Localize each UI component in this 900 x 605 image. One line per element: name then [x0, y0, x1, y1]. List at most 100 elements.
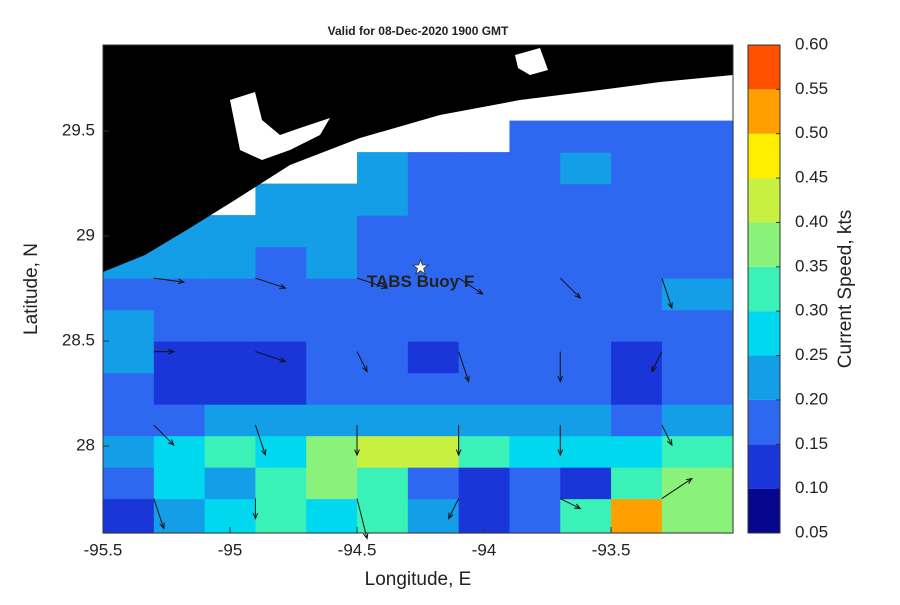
contour-cell — [611, 498, 663, 534]
contour-cell — [357, 183, 409, 216]
contour-cell — [357, 152, 409, 185]
colorbar-bin — [748, 311, 780, 356]
contour-cell — [153, 246, 206, 279]
contour-cell — [103, 341, 155, 374]
contour-cell — [611, 120, 663, 153]
contour-cell — [509, 183, 561, 216]
x-tick-label: -94.5 — [338, 540, 377, 559]
contour-cell — [509, 341, 561, 374]
contour-cell — [306, 309, 358, 342]
contour-cell — [204, 341, 257, 374]
bay — [230, 92, 330, 160]
contour-cell — [458, 246, 511, 279]
colorbar-bin — [748, 488, 780, 533]
contour-cell — [306, 183, 358, 216]
contour-cell — [458, 183, 511, 216]
contour-cell — [255, 467, 307, 500]
contour-cell — [153, 372, 206, 405]
contour-cell — [661, 152, 734, 185]
contour-cell — [255, 372, 307, 405]
contour-cell — [560, 152, 612, 185]
contour-cell — [458, 435, 511, 468]
contour-cell — [560, 372, 612, 405]
contour-cell — [103, 309, 155, 342]
contour-cell — [255, 404, 307, 437]
contour-cell — [357, 435, 409, 468]
contour-cell — [509, 120, 561, 153]
colorbar-tick-label: 0.50 — [795, 123, 828, 142]
y-tick-label: 28 — [76, 436, 95, 455]
contour-cell — [407, 183, 460, 216]
contour-cell — [560, 467, 612, 500]
contour-cell — [509, 498, 561, 534]
contour-cell — [611, 246, 663, 279]
plot-frame — [102, 44, 734, 534]
contour-cell — [306, 372, 358, 405]
contour-cell — [103, 372, 155, 405]
colorbar-bin — [748, 45, 780, 90]
contour-cell — [611, 278, 663, 311]
contour-cell — [611, 341, 663, 374]
buoy-label: TABS Buoy F — [367, 272, 474, 291]
contour-cell — [153, 467, 206, 500]
contour-cell — [509, 467, 561, 500]
contour-cell — [255, 498, 307, 534]
contour-cell — [611, 309, 663, 342]
colorbar-tick-label: 0.15 — [795, 434, 828, 453]
contour-cell — [560, 341, 612, 374]
current-vector — [153, 424, 175, 446]
contour-cell — [661, 467, 734, 500]
contour-cell — [560, 215, 612, 248]
colorbar-tick-label: 0.35 — [795, 256, 828, 275]
x-tick-label: -95.5 — [84, 540, 123, 559]
contour-cell — [407, 372, 460, 405]
contour-cell — [407, 309, 460, 342]
current-vector — [255, 277, 287, 290]
current-vector — [557, 425, 564, 457]
current-vector — [356, 277, 389, 290]
colorbar-bin — [748, 355, 780, 400]
current-vector — [651, 351, 663, 373]
current-vector — [356, 351, 368, 373]
current-vector — [458, 351, 470, 383]
contour-cell — [103, 404, 155, 437]
contour-cell — [306, 246, 358, 279]
contour-cell — [103, 278, 155, 311]
contour-cell — [661, 341, 734, 374]
current-vector — [254, 424, 267, 457]
contour-cell — [661, 404, 734, 437]
colorbar-bin — [748, 133, 780, 179]
colorbar-bin — [748, 399, 780, 445]
contour-cell — [204, 278, 257, 311]
current-vector — [458, 277, 484, 295]
contour-cell — [204, 215, 257, 248]
current-vector — [153, 498, 165, 530]
colorbar-label: Current Speed, kts — [835, 210, 856, 368]
contour-cell — [560, 435, 612, 468]
current-vector — [255, 351, 287, 363]
current-vector — [153, 277, 186, 285]
colorbar-bin — [748, 222, 780, 267]
current-vector — [455, 425, 462, 457]
contour-cell — [357, 498, 409, 534]
contour-cell — [407, 467, 460, 500]
contour-cell — [661, 435, 734, 468]
current-vector — [557, 351, 564, 383]
contour-cell — [357, 215, 409, 248]
buoy-marker — [411, 258, 430, 276]
contour-cell — [255, 435, 307, 468]
vectors: TABS Buoy F — [153, 258, 693, 540]
current-vector — [153, 348, 176, 355]
contour-cell — [458, 404, 511, 437]
chart-title: Valid for 08-Dec-2020 1900 GMT — [328, 24, 509, 38]
contour-cell — [255, 341, 307, 374]
contour-cell — [357, 278, 409, 311]
contour-cell — [560, 309, 612, 342]
colorbar-bin — [748, 178, 780, 223]
contour-cell — [560, 498, 612, 534]
contour-cell — [153, 498, 206, 534]
contour-cell — [204, 467, 257, 500]
contour-cell — [560, 278, 612, 311]
current-vector — [448, 498, 460, 520]
colorbar-bin — [748, 266, 780, 312]
